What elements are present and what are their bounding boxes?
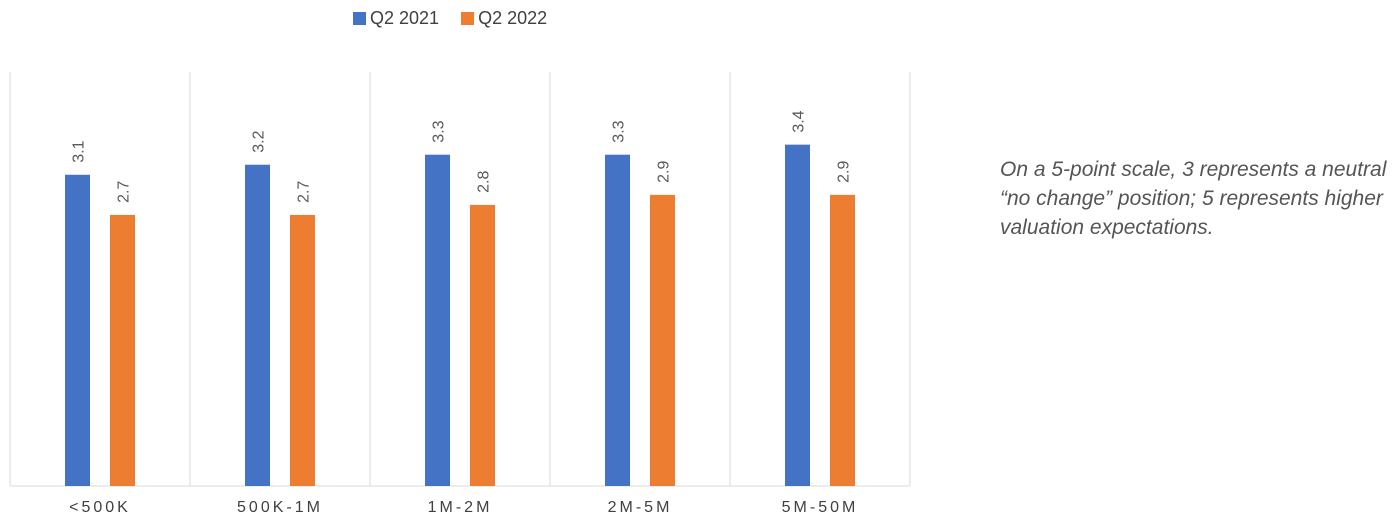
data-label: 2.7 [296,181,313,203]
bar [245,164,270,486]
x-tick-label: <500K [69,499,131,516]
bar [470,204,495,487]
data-label: 2.9 [656,161,673,183]
data-label: 2.7 [116,181,133,203]
x-tick-label: 500K-1M [237,499,323,516]
bar [290,214,315,486]
chart-legend: Q2 2021 Q2 2022 [353,8,547,29]
x-tick-label: 1M-2M [428,499,493,516]
bar [65,174,90,486]
data-label: 3.3 [611,120,628,142]
data-label: 3.3 [431,120,448,142]
legend-label-series-2: Q2 2022 [478,8,548,28]
legend-item-series-1: Q2 2021 [353,8,439,29]
legend-swatch-series-1 [353,12,366,25]
x-tick-label: 2M-5M [608,499,673,516]
bar [785,144,810,487]
bar [425,154,450,486]
data-label: 3.1 [71,140,88,162]
chart-note: On a 5-point scale, 3 represents a neutr… [1000,158,1387,239]
bar [830,194,855,487]
data-label: 3.2 [251,130,268,152]
bar-chart: 3.1 2.7 <500K 3.2 2.7 500K-1M 3.3 2.8 1M-2M 3.3 2.… [9,72,911,516]
legend-swatch-series-2 [461,12,475,25]
data-label: 3.4 [791,110,808,132]
legend-label-series-1: Q2 2021 [370,8,440,28]
legend-item-series-2: Q2 2022 [461,8,547,29]
bar [650,194,675,487]
data-label: 2.8 [476,171,493,193]
bar [110,214,135,486]
data-label: 2.9 [836,161,853,183]
bar [605,154,630,486]
x-tick-label: 5M-50M [782,499,859,516]
